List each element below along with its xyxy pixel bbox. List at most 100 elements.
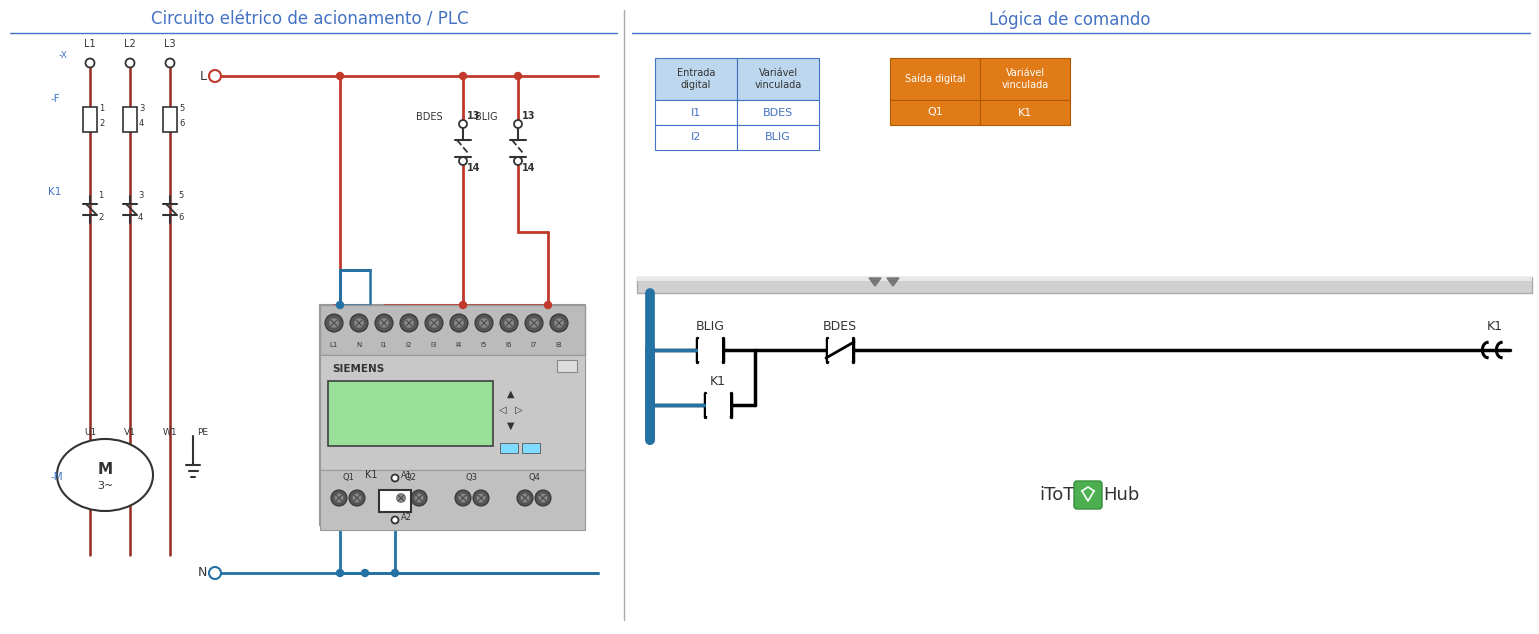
Text: I3: I3 (431, 342, 437, 348)
Text: L1: L1 (85, 39, 95, 49)
Text: 13: 13 (466, 111, 480, 121)
Circle shape (337, 569, 343, 576)
Circle shape (479, 318, 489, 328)
Text: 5: 5 (179, 104, 185, 113)
Bar (706, 394, 729, 416)
Text: BLIG: BLIG (696, 320, 725, 333)
Circle shape (414, 493, 423, 503)
Text: -F: -F (51, 94, 60, 104)
Circle shape (209, 567, 222, 579)
Circle shape (166, 58, 174, 67)
Circle shape (525, 314, 543, 332)
Text: U1: U1 (83, 428, 95, 437)
Circle shape (536, 490, 551, 506)
Text: N: N (197, 567, 208, 579)
Text: A1: A1 (402, 471, 412, 480)
Circle shape (352, 493, 362, 503)
Text: 3: 3 (139, 104, 145, 113)
Text: I4: I4 (456, 342, 462, 348)
Circle shape (459, 120, 466, 128)
Text: SIEMENS: SIEMENS (332, 364, 385, 374)
Text: Lógica de comando: Lógica de comando (990, 11, 1151, 29)
Text: BLIG: BLIG (765, 133, 791, 143)
Text: I8: I8 (556, 342, 562, 348)
Text: Q2: Q2 (405, 473, 416, 482)
Circle shape (349, 490, 365, 506)
Circle shape (517, 490, 532, 506)
Bar (980, 58, 1070, 100)
Circle shape (449, 314, 468, 332)
Text: 13: 13 (522, 111, 536, 121)
Text: iToT: iToT (1040, 486, 1076, 504)
Text: Variável
vinculada: Variável vinculada (754, 68, 802, 90)
Text: Q1: Q1 (342, 473, 354, 482)
Circle shape (391, 517, 399, 524)
Text: 5: 5 (179, 191, 183, 200)
Bar (828, 339, 853, 361)
Circle shape (354, 318, 365, 328)
Circle shape (472, 490, 489, 506)
Text: 3: 3 (139, 191, 143, 200)
Bar (637, 277, 1531, 281)
Circle shape (425, 314, 443, 332)
Text: 2: 2 (98, 213, 103, 222)
Circle shape (429, 318, 439, 328)
Circle shape (503, 318, 514, 328)
Bar (737, 100, 819, 125)
Text: ▲: ▲ (508, 389, 514, 399)
Bar (637, 277, 1531, 293)
Bar (699, 339, 722, 361)
Circle shape (379, 318, 389, 328)
Text: K1: K1 (1017, 108, 1033, 117)
Circle shape (209, 70, 222, 82)
Text: BDES: BDES (417, 112, 443, 122)
Bar (163, 107, 177, 132)
Circle shape (86, 58, 94, 67)
Text: Entrada
digital: Entrada digital (677, 68, 716, 90)
Circle shape (337, 302, 343, 309)
Circle shape (329, 318, 339, 328)
Text: Saída digital: Saída digital (905, 74, 965, 84)
Text: 14: 14 (522, 163, 536, 173)
Text: 4: 4 (139, 119, 145, 128)
Text: Q4: Q4 (528, 473, 540, 482)
Bar (890, 100, 980, 125)
Bar (500, 443, 519, 453)
Text: Q3: Q3 (466, 473, 479, 482)
Text: K1: K1 (48, 187, 62, 197)
Circle shape (400, 314, 419, 332)
Circle shape (500, 314, 519, 332)
Text: N: N (357, 342, 362, 348)
Circle shape (391, 569, 399, 576)
Text: Hub: Hub (1103, 486, 1139, 504)
Circle shape (554, 318, 563, 328)
Circle shape (349, 314, 368, 332)
Circle shape (405, 318, 414, 328)
Circle shape (362, 569, 368, 576)
Bar (656, 58, 737, 100)
Circle shape (392, 490, 409, 506)
Circle shape (337, 72, 343, 79)
FancyBboxPatch shape (1074, 481, 1102, 509)
Text: L1: L1 (329, 342, 339, 348)
Bar (83, 107, 97, 132)
Circle shape (397, 493, 405, 503)
Circle shape (520, 493, 529, 503)
Bar (890, 58, 980, 100)
Bar (328, 381, 492, 446)
Bar (737, 125, 819, 150)
Circle shape (460, 302, 466, 309)
Text: ▼: ▼ (508, 421, 514, 431)
Text: 6: 6 (179, 119, 185, 128)
Bar (340, 270, 369, 305)
Text: 3~: 3~ (97, 481, 114, 491)
Circle shape (514, 157, 522, 165)
Bar (123, 107, 137, 132)
Text: -M: -M (51, 472, 63, 482)
Circle shape (331, 490, 346, 506)
Text: I2: I2 (406, 342, 412, 348)
Text: Variável
vinculada: Variável vinculada (1002, 68, 1048, 90)
Bar (522, 443, 540, 453)
Bar (320, 305, 585, 355)
Bar (656, 125, 737, 150)
